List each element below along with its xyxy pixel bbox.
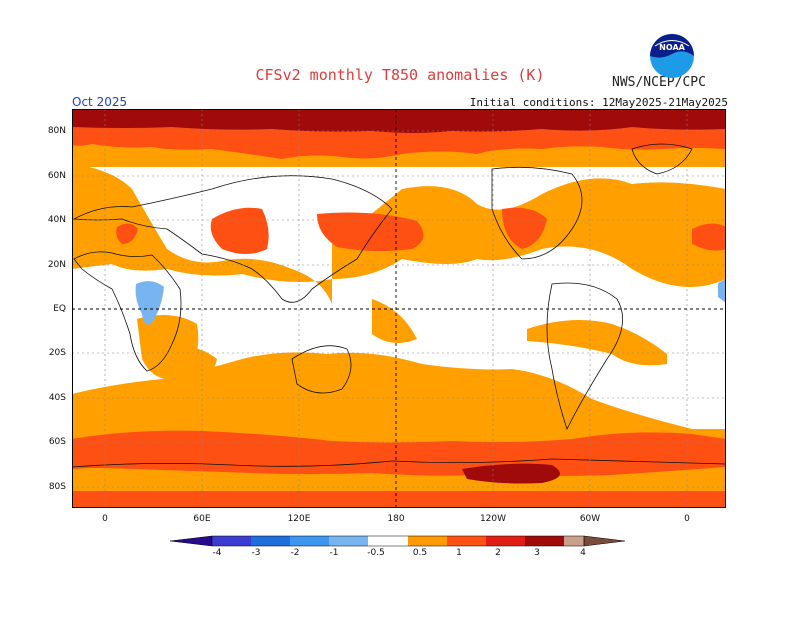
noaa-logo: NOAA — [650, 34, 694, 78]
lat-label: 20S — [48, 348, 66, 358]
lon-label: 120W — [479, 514, 507, 524]
lon-label: 60E — [193, 514, 211, 524]
colorbar-swatch — [447, 536, 486, 546]
logo-text: NOAA — [659, 43, 685, 52]
colorbar-swatch — [212, 536, 251, 546]
lat-label: 60N — [47, 171, 66, 181]
colorbar-swatch — [368, 536, 408, 546]
colorbar-label: -3 — [251, 548, 261, 558]
colorbar-label: 2 — [495, 548, 501, 558]
map-grid — [72, 109, 726, 508]
colorbar-label: -1 — [329, 548, 339, 558]
lon-label: 0 — [102, 514, 108, 524]
map-frame — [72, 109, 726, 508]
lat-label: 80N — [47, 126, 66, 136]
colorbar-swatch — [290, 536, 329, 546]
lon-label: 120E — [287, 514, 311, 524]
colorbar-label: 0.5 — [412, 548, 428, 558]
colorbar-label: 4 — [580, 548, 586, 558]
anomaly-map — [72, 109, 726, 508]
lon-label: 60W — [579, 514, 601, 524]
lat-label: 20N — [47, 260, 66, 270]
chart-title: CFSv2 monthly T850 anomalies (K) — [255, 66, 545, 84]
cold-anomaly-weak — [135, 279, 726, 325]
colorbar-swatch — [564, 536, 584, 546]
colorbar — [170, 535, 626, 547]
colorbar-swatch — [525, 536, 564, 546]
warm-anomaly-strong — [72, 109, 726, 484]
lat-label: EQ — [53, 304, 66, 314]
initial-conditions: Initial conditions: 12May2025-21May2025 — [469, 96, 728, 109]
lat-label: 60S — [48, 437, 66, 447]
colorbar-swatch — [408, 536, 447, 546]
colorbar-swatch — [251, 536, 290, 546]
equator-dateline — [72, 109, 726, 508]
colorbar-label: -4 — [212, 548, 222, 558]
lat-label: 40N — [47, 215, 66, 225]
lon-label: 180 — [387, 514, 405, 524]
forecast-month: Oct 2025 — [72, 95, 128, 109]
colorbar-label: -2 — [290, 548, 300, 558]
lon-label: 0 — [684, 514, 690, 524]
colorbar-label: 1 — [456, 548, 462, 558]
coastlines — [72, 143, 726, 468]
colorbar-label: 3 — [534, 548, 540, 558]
colorbar-arrow-low — [170, 535, 213, 547]
colorbar-label: -0.5 — [367, 548, 385, 558]
agency-label: NWS/NCEP/CPC — [612, 75, 706, 90]
colorbar-swatch — [486, 536, 525, 546]
colorbar-swatch — [329, 536, 368, 546]
colorbar-arrow-high — [583, 535, 626, 547]
lat-label: 40S — [48, 393, 66, 403]
lat-label: 80S — [48, 482, 66, 492]
